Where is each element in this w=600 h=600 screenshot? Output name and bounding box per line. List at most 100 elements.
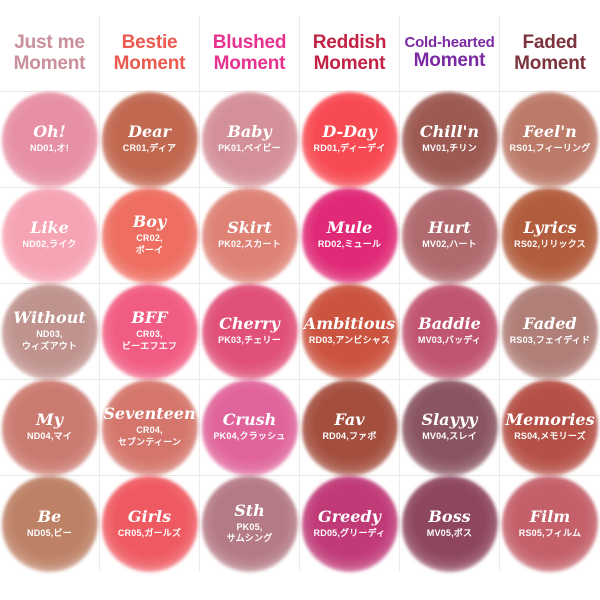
color-swatch-be: Be ND05,ビー (1, 476, 98, 572)
swatch-cell-rd01: D-Day RD01,ディーデイ (300, 91, 400, 188)
shade-name: Film (529, 506, 571, 526)
shade-name: Greedy (318, 506, 381, 526)
shade-name: Girls (127, 506, 172, 526)
watercolor-blob (401, 91, 498, 188)
column-header-line2: Moment (313, 52, 386, 74)
watercolor-blob (502, 379, 598, 476)
watercolor-blob (201, 187, 298, 284)
swatch-cell-nd04: My ND04,マイ (0, 379, 100, 476)
watercolor-blob (301, 91, 398, 188)
swatch-cell-rd04: Fav RD04,ファボ (300, 379, 400, 476)
shade-code: RS01,フィーリング (509, 143, 591, 154)
watercolor-blob (1, 187, 98, 284)
shade-code: MV04,スレイ (422, 431, 477, 442)
shade-code: RS03,フェイディド (509, 335, 591, 346)
swatch-cell-cr04: Seventeen CR04, セブンティーン (100, 379, 200, 476)
color-swatch-hurt: Hurt MV02,ハート (401, 187, 498, 284)
shade-name: Hurt (428, 218, 471, 238)
shade-name: Ambitious (303, 314, 396, 334)
shade-name: Dear (128, 122, 171, 142)
color-swatch-film: Film RS05,フィルム (502, 476, 598, 572)
shade-name: Cherry (219, 314, 280, 334)
shade-name: Memories (505, 410, 595, 430)
shade-code: PK03,チェリー (218, 335, 281, 346)
shade-name: My (35, 410, 63, 430)
shade-name: Baddie (418, 314, 481, 334)
column-header-line2: Moment (213, 52, 286, 74)
watercolor-blob (1, 283, 98, 380)
swatch-cell-mv04: Slayyy MV04,スレイ (400, 379, 500, 476)
shade-code: RS04,メモリーズ (514, 431, 586, 442)
swatch-cell-nd03: Without ND03, ウィズアウト (0, 283, 100, 380)
shade-code: CR02, ボーイ (135, 233, 164, 255)
watercolor-blob (101, 91, 198, 188)
shade-code: ND02,ライク (22, 239, 77, 250)
color-swatch-crush: Crush PK04,クラッシュ (201, 379, 298, 476)
watercolor-blob (201, 476, 298, 572)
column-header-line1: Just me (14, 31, 85, 53)
watercolor-blob (101, 476, 198, 572)
color-swatch-seventeen: Seventeen CR04, セブンティーン (101, 379, 198, 476)
color-swatch-like: Like ND02,ライク (1, 187, 98, 284)
swatch-cell-mv02: Hurt MV02,ハート (400, 187, 500, 284)
shade-name: Mule (326, 218, 373, 238)
swatch-cell-mv01: Chill'n MV01,チリン (400, 91, 500, 188)
column-header-line2: Moment (413, 50, 486, 72)
shade-code: CR03, ビーエフエフ (121, 329, 178, 351)
shade-name: Fav (334, 410, 365, 430)
shade-name: Without (13, 308, 86, 328)
swatch-cell-cr03: BFF CR03, ビーエフエフ (100, 283, 200, 380)
color-swatch-cherry: Cherry PK03,チェリー (201, 283, 298, 380)
swatch-cell-rs02: Lyrics RS02,リリックス (500, 187, 600, 284)
column-header-line2: Moment (13, 52, 86, 74)
watercolor-blob (301, 283, 398, 380)
color-swatch-sth: Sth PK05, サムシング (201, 476, 298, 572)
swatch-cell-rd03: Ambitious RD03,アンビシャス (300, 283, 400, 380)
shade-name: Oh! (33, 122, 66, 142)
swatch-cell-pk03: Cherry PK03,チェリー (200, 283, 300, 380)
color-swatch-oh: Oh! ND01,オ! (1, 91, 98, 188)
swatch-cell-rs01: Feel'n RS01,フィーリング (500, 91, 600, 188)
color-swatch-feeln: Feel'n RS01,フィーリング (502, 91, 598, 188)
shade-code: RD01,ディーデイ (313, 143, 386, 154)
swatch-cell-pk01: Baby PK01,ベイビー (200, 91, 300, 188)
swatch-cell-nd02: Like ND02,ライク (0, 187, 100, 284)
shade-name: Baby (227, 122, 272, 142)
swatch-cell-rs05: Film RS05,フィルム (500, 476, 600, 572)
shade-code: CR05,ガールズ (117, 527, 182, 538)
shade-name: Sth (234, 500, 265, 520)
swatch-cell-nd01: Oh! ND01,オ! (0, 91, 100, 188)
shade-code: PK04,クラッシュ (213, 431, 286, 442)
watercolor-blob (502, 187, 598, 284)
shade-code: CR04, セブンティーン (117, 425, 182, 447)
watercolor-blob (502, 91, 598, 188)
shade-code: RD03,アンビシャス (308, 335, 391, 346)
color-swatch-my: My ND04,マイ (1, 379, 98, 476)
swatch-cell-pk05: Sth PK05, サムシング (200, 476, 300, 572)
swatch-cell-mv05: Boss MV05,ボス (400, 476, 500, 572)
shade-name: Boss (428, 506, 471, 526)
shade-code: PK05, サムシング (226, 521, 273, 544)
shade-code: MV02,ハート (422, 239, 477, 250)
color-swatch-memories: Memories RS04,メモリーズ (502, 379, 598, 476)
color-swatch-dear: Dear CR01,ディア (101, 91, 198, 188)
watercolor-blob (201, 283, 298, 380)
shade-name: Be (37, 506, 62, 526)
color-swatch-ambitious: Ambitious RD03,アンビシャス (301, 283, 398, 380)
column-header-blushed: Blushed Moment (200, 16, 300, 92)
swatch-cell-rd05: Greedy RD05,グリーディ (300, 476, 400, 572)
column-header-line2: Moment (113, 52, 186, 74)
column-header-line2: Moment (514, 52, 586, 74)
shade-name: Slayyy (421, 410, 478, 430)
shade-code: ND05,ビー (27, 527, 72, 538)
color-swatch-baby: Baby PK01,ベイビー (201, 91, 298, 188)
color-swatch-lyrics: Lyrics RS02,リリックス (502, 187, 598, 284)
watercolor-blob (401, 283, 498, 380)
shade-code: ND01,オ! (30, 143, 69, 154)
swatch-cell-rd02: Mule RD02,ミュール (300, 187, 400, 284)
column-header-line1: Reddish (312, 31, 387, 53)
watercolor-blob (101, 379, 198, 476)
swatch-cell-nd05: Be ND05,ビー (0, 476, 100, 572)
shade-code: RS05,フィルム (518, 527, 582, 538)
